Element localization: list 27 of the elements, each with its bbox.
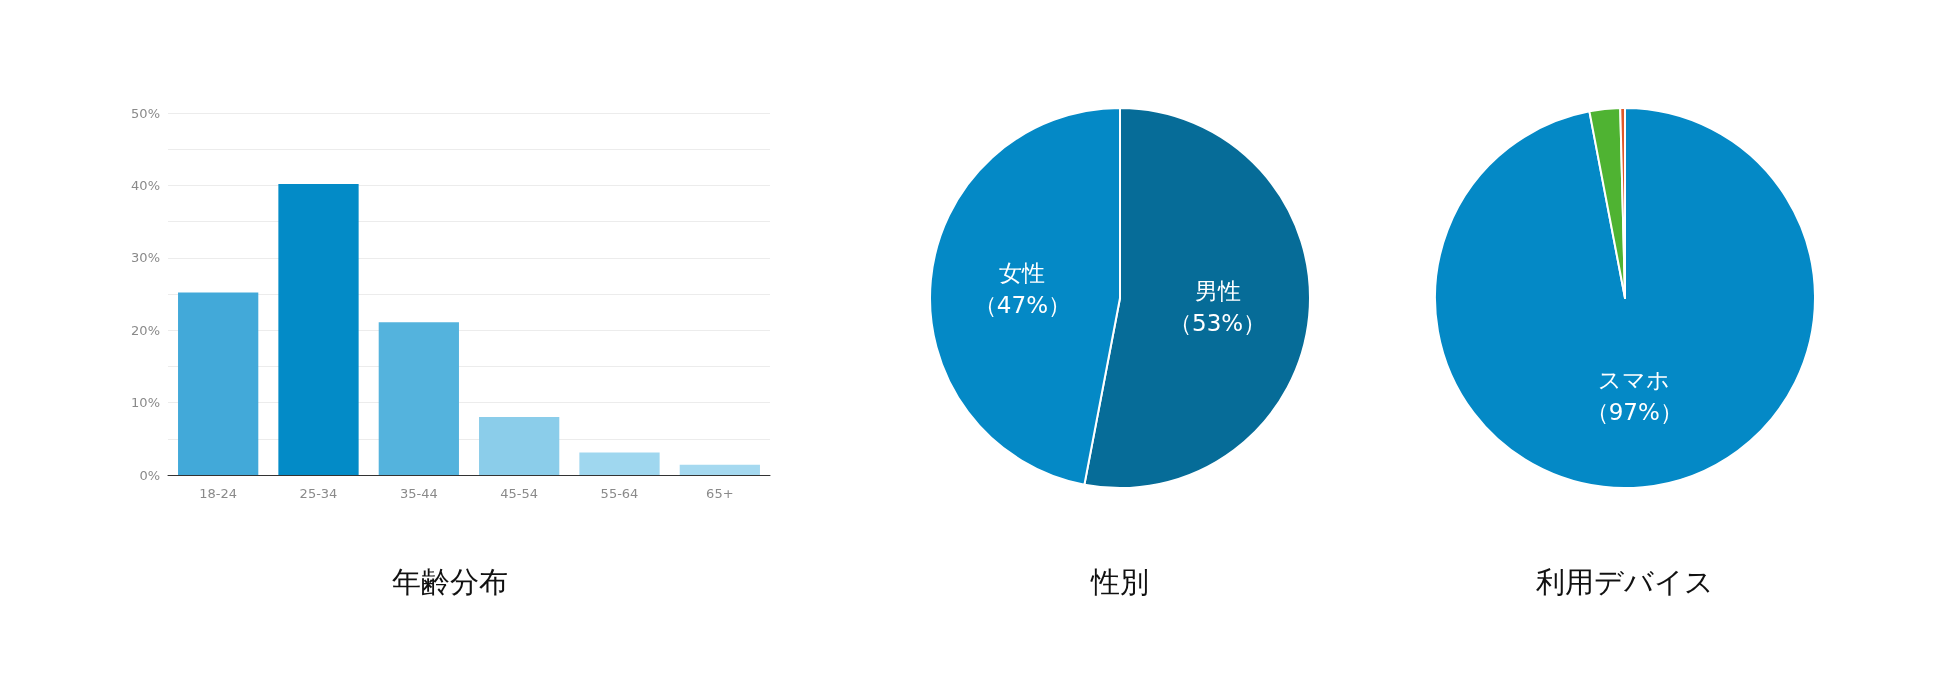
x-tick-label: 65+ xyxy=(706,486,734,501)
y-tick-label: 50% xyxy=(131,105,160,121)
slice-label: 女性 xyxy=(999,259,1046,286)
bar xyxy=(378,322,459,475)
text: 利用デバイス xyxy=(1536,564,1714,599)
slice-label: 男性 xyxy=(1194,278,1241,305)
text: 性別 xyxy=(1090,564,1149,599)
y-tick-label: 10% xyxy=(131,395,160,411)
bar xyxy=(278,183,359,475)
y-tick-label: 0% xyxy=(139,467,160,483)
x-tick-label: 25-34 xyxy=(299,486,338,501)
bar xyxy=(579,452,660,475)
x-tick-label: 18-24 xyxy=(199,486,238,501)
data-label: （47%） xyxy=(973,291,1071,318)
data-label: （53%） xyxy=(1169,310,1267,337)
y-tick-label: 20% xyxy=(131,322,160,338)
text: 年齢分布 xyxy=(392,564,508,599)
x-tick-label: 35-44 xyxy=(399,486,438,501)
data-label: （97%） xyxy=(1585,398,1683,425)
x-tick-label: 55-64 xyxy=(600,486,639,501)
slice-label: スマホ xyxy=(1598,366,1671,393)
bar xyxy=(479,417,560,475)
bar xyxy=(679,464,760,475)
y-tick-label: 40% xyxy=(131,177,160,193)
x-tick-label: 45-54 xyxy=(500,486,539,501)
bar xyxy=(178,292,259,475)
y-tick-label: 30% xyxy=(131,250,160,266)
